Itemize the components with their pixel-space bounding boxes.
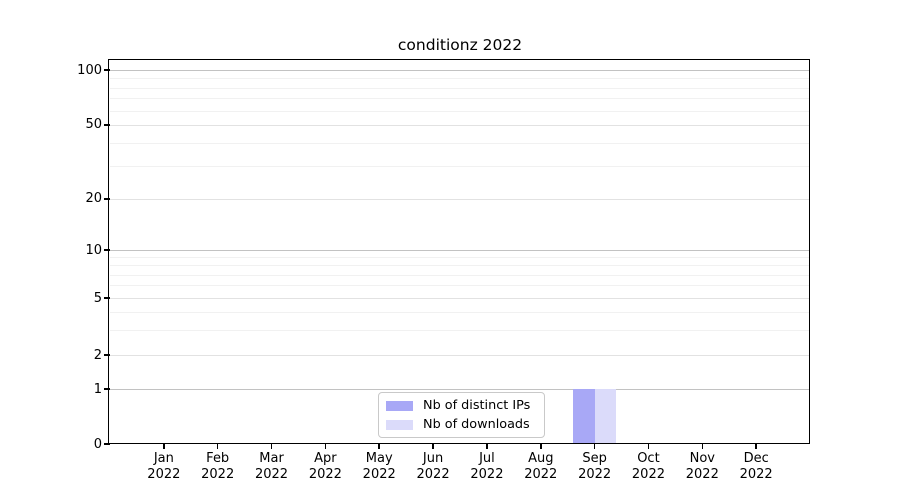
gridline-major — [110, 389, 810, 390]
x-tick-label-jan: Jan 2022 — [147, 451, 181, 482]
x-tick-label-feb: Feb 2022 — [201, 451, 235, 482]
gridline-minor — [110, 285, 810, 287]
chart-title: conditionz 2022 — [397, 36, 523, 54]
y-tick-mark — [104, 69, 110, 71]
x-tick-mark — [701, 444, 704, 449]
gridline-minor — [110, 265, 810, 267]
x-tick-label-dec: Dec 2022 — [739, 451, 773, 482]
x-tick-label-mar: Mar 2022 — [254, 451, 289, 482]
x-tick-mark — [378, 444, 381, 449]
x-tick-mark — [755, 444, 757, 449]
x-tick-mark — [270, 444, 273, 449]
x-tick-mark — [324, 444, 327, 449]
gridline-major — [110, 298, 810, 300]
x-tick-mark — [163, 444, 165, 449]
x-tick-label-jul: Jul 2022 — [470, 451, 504, 482]
legend-label-downloads: Nb of downloads — [423, 417, 530, 432]
axes-spines — [108, 59, 811, 445]
gridline-minor — [110, 166, 810, 168]
gridline-minor — [110, 78, 810, 80]
gridline-minor — [110, 311, 810, 313]
x-tick-label-nov: Nov 2022 — [685, 451, 719, 482]
y-tick-label: 0 — [93, 436, 102, 452]
legend-item-distinct-ips: Nb of distinct IPs — [386, 398, 536, 413]
gridline-major — [110, 355, 810, 357]
x-tick-mark — [539, 444, 542, 449]
y-tick-mark — [104, 443, 110, 445]
x-tick-label-aug: Aug 2022 — [524, 451, 558, 482]
y-tick-label: 1 — [93, 381, 102, 397]
downloads-swatch-icon — [386, 419, 413, 430]
legend: Nb of distinct IPs Nb of downloads — [378, 392, 545, 438]
y-tick-label: 10 — [85, 242, 102, 258]
plot-area — [108, 59, 811, 445]
bar-nb-of-distinct-ips-sep — [573, 389, 595, 444]
gridline-minor — [110, 110, 810, 112]
gridline-minor — [110, 257, 810, 259]
y-tick-mark — [104, 388, 110, 390]
y-tick-label: 2 — [93, 347, 102, 363]
x-tick-mark — [486, 444, 488, 449]
x-tick-label-jun: Jun 2022 — [416, 451, 450, 482]
x-tick-label-oct: Oct 2022 — [631, 451, 665, 482]
x-tick-label-may: May 2022 — [362, 451, 396, 482]
gridline-minor — [110, 98, 810, 100]
gridline-major — [110, 124, 810, 126]
x-tick-mark — [593, 444, 596, 449]
bar-nb-of-downloads-sep — [594, 389, 617, 444]
gridline-minor — [110, 87, 810, 89]
y-tick-mark — [104, 124, 110, 126]
gridline-minor — [110, 329, 810, 331]
x-tick-mark — [432, 444, 434, 449]
x-tick-mark — [647, 444, 650, 449]
legend-item-downloads: Nb of downloads — [386, 417, 536, 432]
y-tick-label: 5 — [93, 290, 102, 306]
gridline-major — [110, 250, 810, 251]
distinct-ips-swatch-icon — [386, 400, 413, 411]
gridline-minor — [110, 142, 810, 144]
y-tick-label: 50 — [85, 117, 102, 133]
x-tick-label-apr: Apr 2022 — [308, 451, 342, 482]
y-tick-mark — [104, 249, 110, 251]
y-tick-label: 20 — [85, 191, 102, 207]
legend-label-distinct-ips: Nb of distinct IPs — [423, 398, 531, 413]
gridline-major — [110, 198, 810, 200]
gridline-major — [110, 70, 810, 71]
x-tick-mark — [216, 444, 219, 449]
y-tick-mark — [104, 297, 110, 299]
y-tick-label: 100 — [77, 62, 102, 78]
y-tick-mark — [104, 198, 110, 200]
y-tick-mark — [104, 354, 110, 356]
gridline-minor — [110, 274, 810, 276]
x-tick-label-sep: Sep 2022 — [578, 451, 612, 482]
